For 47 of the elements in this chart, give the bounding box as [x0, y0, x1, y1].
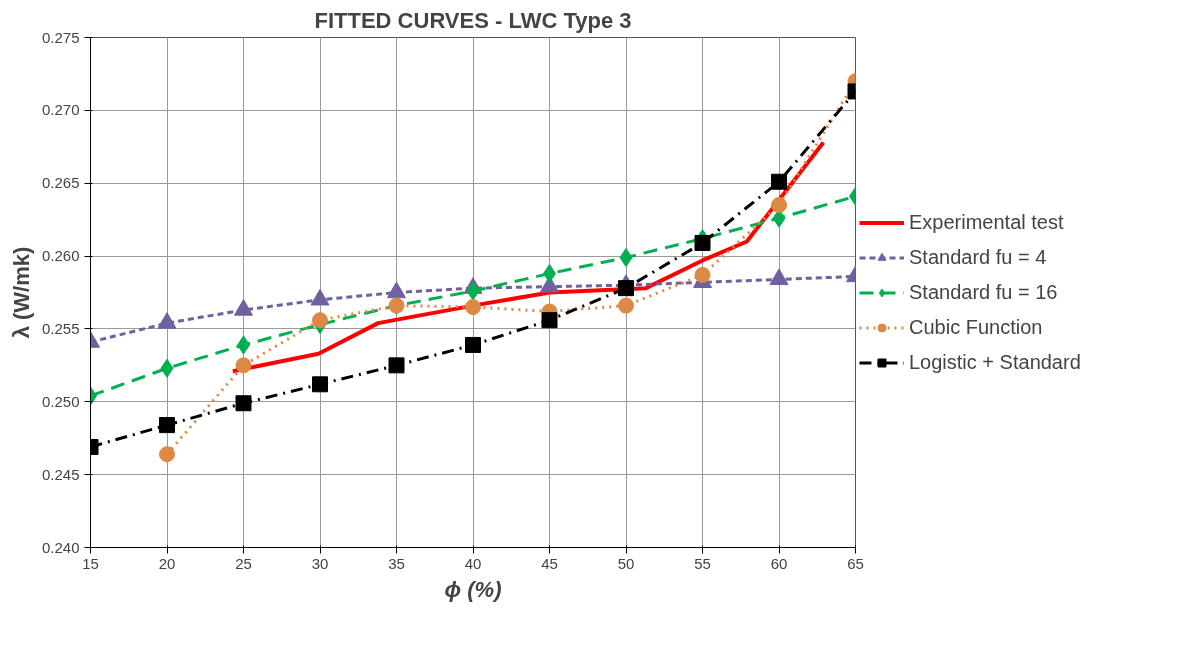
y-tick-label: 0.240: [41, 538, 80, 556]
x-tick-label: 60: [770, 554, 788, 572]
point: [694, 267, 711, 283]
point: [771, 173, 787, 190]
x-tick-label: 65: [847, 554, 864, 572]
x-tick-label: 15: [82, 554, 99, 572]
legend-label: Cubic Function: [909, 315, 1043, 339]
legend-label: Logistic + Standard: [909, 350, 1081, 374]
x-tick-label: 25: [235, 554, 252, 572]
point: [235, 357, 252, 374]
legend-label: Standard fu = 4: [909, 245, 1047, 269]
point: [159, 446, 175, 463]
point: [694, 234, 711, 251]
y-tick-label: 0.250: [41, 392, 80, 410]
x-tick-label: 45: [541, 554, 558, 572]
legend-label: Standard fu = 16: [909, 280, 1058, 304]
point: [465, 299, 481, 316]
legend-label: Experimental test: [909, 210, 1064, 234]
x-tick-label: 55: [694, 554, 711, 572]
point: [312, 376, 328, 393]
chart-title: FITTED CURVES - LWC Type 3: [314, 7, 632, 33]
x-tick-label: 20: [158, 554, 176, 572]
point: [235, 395, 252, 412]
y-tick-label: 0.260: [41, 247, 80, 265]
y-axis-title: λ (W/mk): [8, 246, 34, 339]
y-tick-label: 0.270: [41, 101, 80, 119]
line-series: [230, 140, 826, 374]
point: [388, 357, 405, 374]
point: [541, 312, 558, 329]
point: [160, 358, 174, 378]
y-tick-label: 0.275: [41, 28, 80, 46]
y-tick-label: 0.265: [41, 174, 80, 192]
y-tick-label: 0.245: [41, 465, 80, 483]
x-tick-label: 40: [464, 554, 482, 572]
point: [312, 312, 328, 329]
point: [771, 197, 787, 214]
point: [619, 248, 633, 268]
x-tick-label: 30: [311, 554, 329, 572]
y-tick-label: 0.255: [41, 319, 80, 337]
point: [618, 280, 634, 297]
x-tick-label: 50: [617, 554, 635, 572]
point: [466, 281, 480, 301]
x-tick-label: 35: [388, 554, 405, 572]
point: [618, 297, 634, 314]
x-axis-title: ϕ (%): [444, 576, 502, 602]
point: [159, 417, 175, 434]
point: [465, 336, 481, 353]
